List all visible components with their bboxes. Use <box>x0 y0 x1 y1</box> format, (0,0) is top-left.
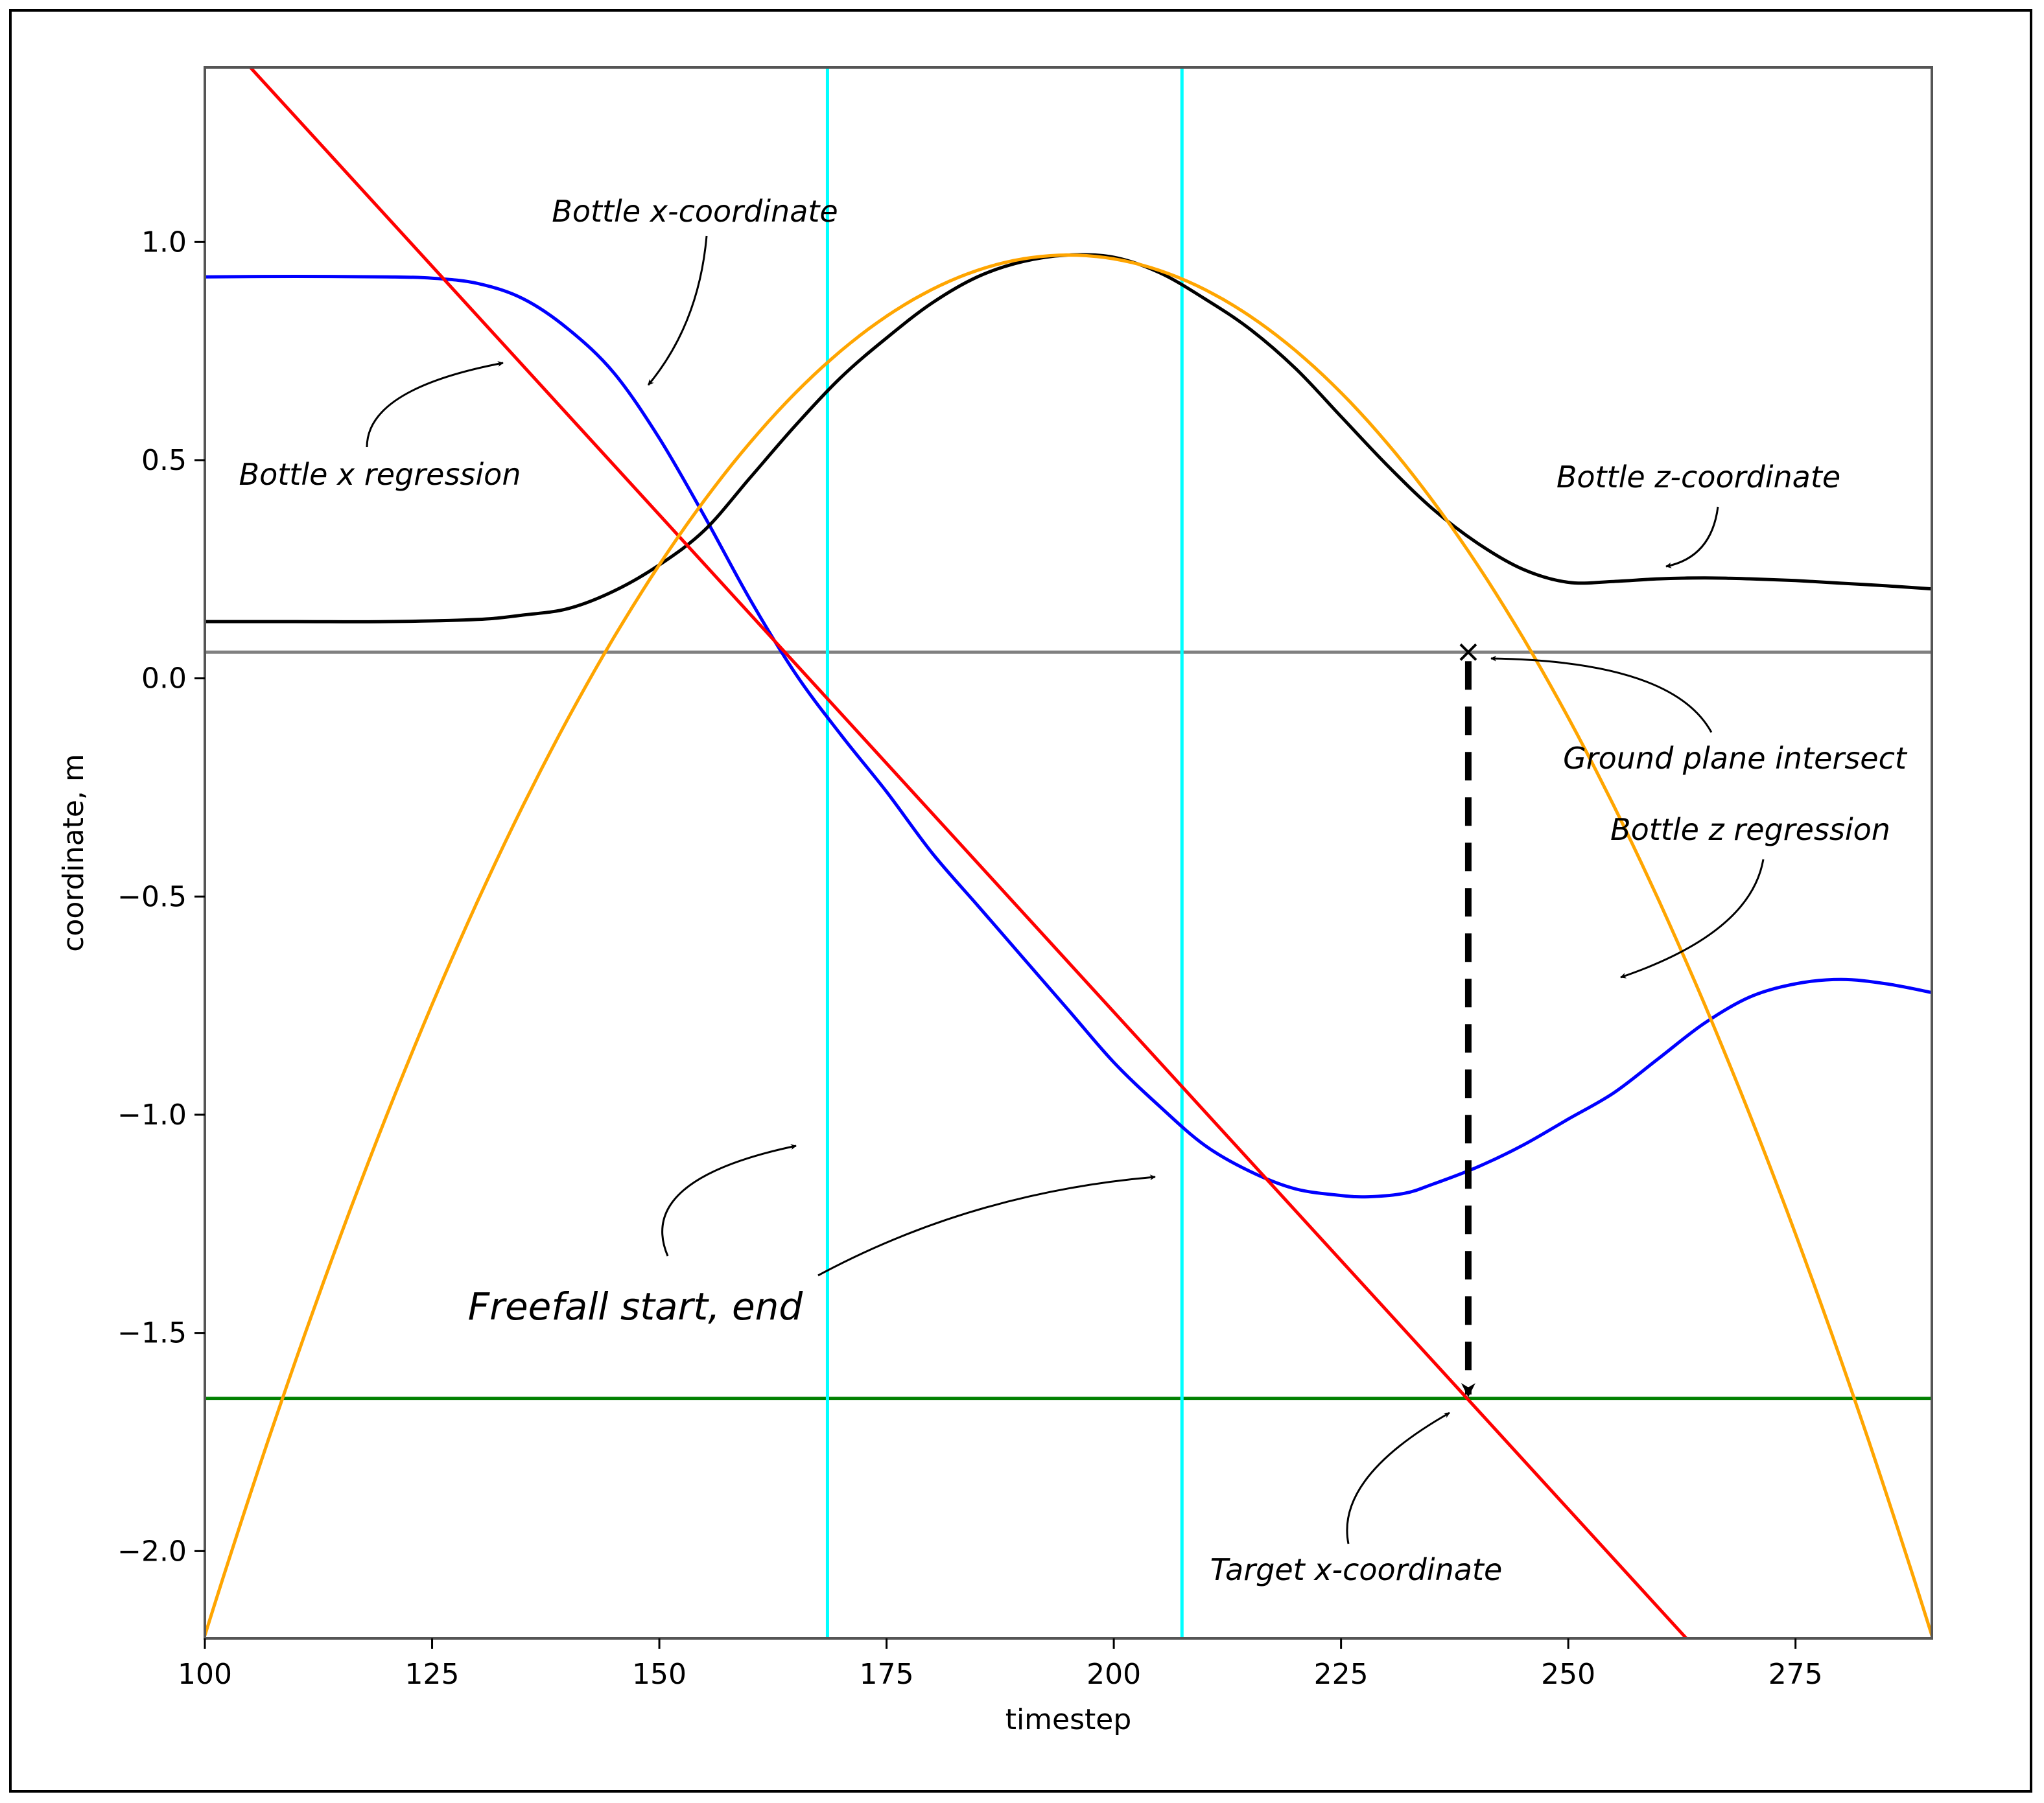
y-tick-label: 0.0 <box>141 662 187 695</box>
annotation-bottle-x-regression: Bottle x regression <box>239 457 521 492</box>
figure-frame <box>9 9 2032 1793</box>
annotation-bottle-z-regression: Bottle z regression <box>1610 812 1890 847</box>
x-tick-label: 125 <box>405 1658 460 1691</box>
y-tick-label: −1.0 <box>117 1099 187 1132</box>
bottle-z-regression-line <box>205 253 1932 1636</box>
y-tick-label: −2.0 <box>117 1535 187 1568</box>
arrow-bottle-x-regression <box>366 361 504 448</box>
x-tick-label: 200 <box>1087 1658 1141 1691</box>
bottle-z-coordinate-line <box>205 253 1932 623</box>
y-tick-label: 0.5 <box>141 444 187 477</box>
arrow-freefall-start <box>661 1144 797 1257</box>
annotation-arrows <box>366 235 1765 1544</box>
x-axis-ticks: 100 125 150 175 200 225 250 275 <box>178 1638 1823 1691</box>
arrow-freefall-end <box>817 1174 1156 1277</box>
x-axis-label: timestep <box>1005 1703 1132 1736</box>
x-tick-label: 225 <box>1314 1658 1369 1691</box>
x-tick-label: 100 <box>178 1658 232 1691</box>
y-tick-label: −1.5 <box>117 1317 187 1350</box>
y-tick-label: 1.0 <box>141 226 187 259</box>
y-axis-label: coordinate, m <box>57 754 90 952</box>
annotation-ground-plane-intersect: Ground plane intersect <box>1563 741 1908 776</box>
arrow-bottle-z-regression <box>1620 859 1765 979</box>
y-tick-label: −0.5 <box>117 880 187 913</box>
arrow-target-x-coordinate <box>1346 1412 1450 1544</box>
arrow-bottle-x-coordinate <box>647 235 708 386</box>
intersection-x-marker-stroke-b <box>1459 643 1477 661</box>
y-axis-ticks: 1.0 0.5 0.0 −0.5 −1.0 −1.5 −2.0 <box>117 226 205 1568</box>
x-tick-label: 150 <box>632 1658 687 1691</box>
x-tick-label: 250 <box>1541 1658 1595 1691</box>
annotation-bottle-x-coordinate: Bottle x-coordinate <box>552 194 838 229</box>
annotation-freefall-start-end: Freefall start, end <box>468 1285 804 1329</box>
intersection-x-marker <box>1459 643 1477 661</box>
bottle-x-coordinate-line <box>205 275 1932 1199</box>
axes-frame <box>204 66 1933 1640</box>
x-tick-label: 275 <box>1768 1658 1823 1691</box>
x-tick-label: 175 <box>860 1658 914 1691</box>
annotation-target-x-coordinate: Target x-coordinate <box>1210 1552 1503 1587</box>
overlay-layer <box>1459 643 1477 1398</box>
arrow-ground-plane-intersect <box>1490 655 1713 733</box>
plot-area <box>205 67 1932 1638</box>
bottle-x-regression-line <box>249 67 1688 1638</box>
annotation-bottle-z-coordinate: Bottle z-coordinate <box>1556 459 1840 494</box>
arrow-bottle-z-coordinate <box>1665 506 1719 568</box>
